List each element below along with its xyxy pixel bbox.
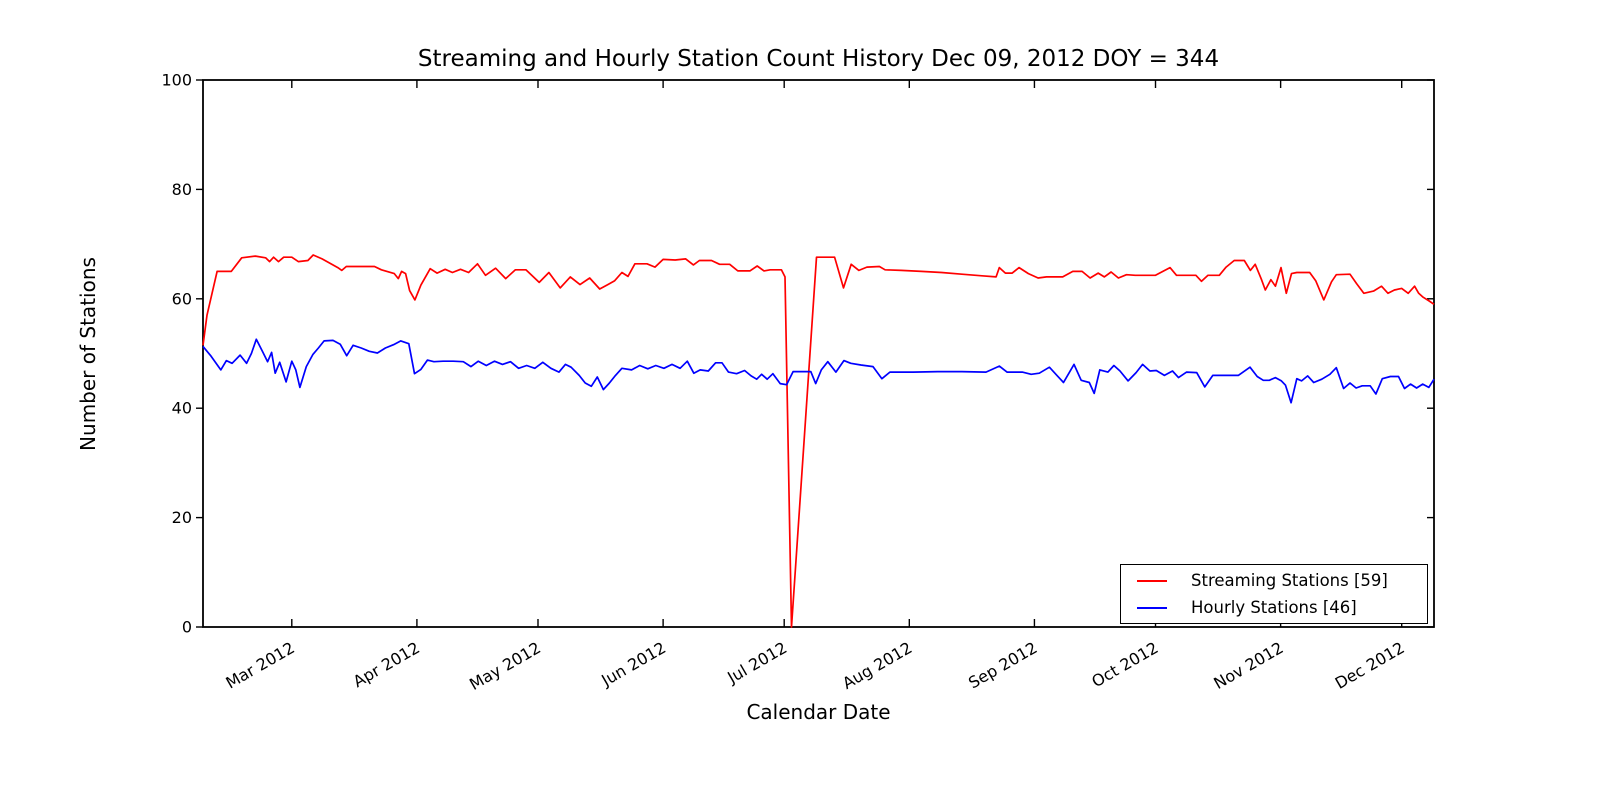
x-tick-label: Jul 2012 (723, 638, 790, 688)
streaming-line-swatch (1137, 579, 1167, 582)
x-tick-label: Mar 2012 (222, 638, 297, 692)
x-tick-label: Sep 2012 (965, 638, 1040, 692)
y-tick-label: 0 (182, 618, 192, 637)
x-tick-label: Aug 2012 (839, 638, 915, 693)
legend-entry-streaming: Streaming Stations [59] (1121, 571, 1427, 591)
y-tick-label: 40 (172, 399, 192, 418)
y-tick-label: 100 (161, 71, 192, 90)
y-tick-label: 60 (172, 289, 192, 308)
x-tick-label: Nov 2012 (1210, 638, 1286, 693)
y-axis-label: Number of Stations (76, 257, 100, 451)
hourly-stations-line (202, 338, 1435, 404)
x-tick-label: Apr 2012 (350, 638, 423, 691)
x-tick-label: Dec 2012 (1332, 638, 1408, 693)
streaming-stations-line (202, 254, 1435, 628)
legend-label-hourly: Hourly Stations [46] (1191, 598, 1357, 617)
legend-box: Streaming Stations [59] Hourly Stations … (1120, 564, 1428, 624)
legend-entry-hourly: Hourly Stations [46] (1121, 598, 1427, 618)
y-tick-label: 20 (172, 508, 192, 527)
x-tick-label: Oct 2012 (1088, 638, 1161, 691)
y-tick-label: 80 (172, 180, 192, 199)
plot-border (202, 79, 1435, 628)
legend-label-streaming: Streaming Stations [59] (1191, 571, 1388, 590)
chart-title: Streaming and Hourly Station Count Histo… (417, 46, 1220, 72)
x-tick-label: May 2012 (466, 638, 544, 694)
x-tick-label: Jun 2012 (597, 638, 669, 690)
hourly-line-swatch (1137, 606, 1167, 609)
x-axis-label: Calendar Date (746, 700, 891, 724)
